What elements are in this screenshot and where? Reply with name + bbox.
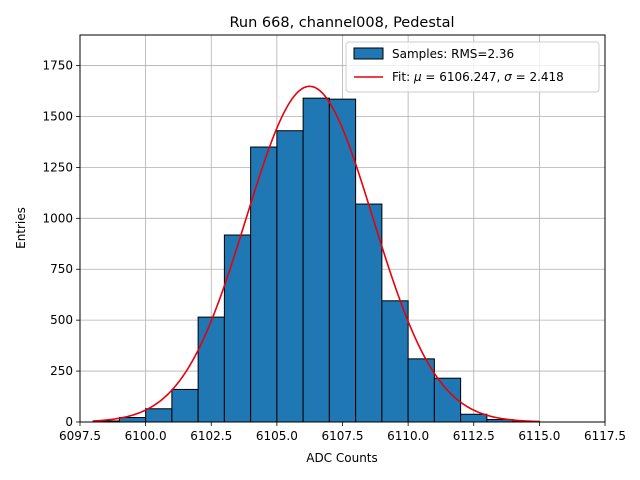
x-axis-ticks: 6097.5 6100.0 6102.5 6105.0 6107.5 6110.0 6112… — [59, 422, 626, 443]
x-tick-label: 6112.5 — [453, 429, 495, 443]
histogram-bar — [433, 377, 462, 423]
fit-curve — [93, 85, 540, 423]
histogram-bar — [355, 203, 383, 423]
y-tick-label: 0 — [65, 415, 73, 429]
y-tick-label: 1750 — [42, 59, 73, 73]
y-tick-label: 750 — [50, 262, 73, 276]
legend-fit-label: Fit: μ = 6106.247, σ = 2.418 — [392, 70, 564, 84]
histogram-bar — [223, 234, 252, 423]
y-axis-ticks: 0 250 500 750 1000 1250 1500 1750 — [42, 59, 80, 429]
y-axis-label: Entries — [14, 207, 28, 249]
histogram-bar — [276, 130, 304, 423]
histogram-bars — [92, 97, 540, 423]
y-tick-label: 1000 — [42, 211, 73, 225]
chart-title: Run 668, channel008, Pedestal — [229, 15, 454, 31]
histogram-bar — [197, 316, 225, 423]
histogram-bar — [250, 146, 278, 423]
legend: Samples: RMS=2.36 Fit: μ = 6106.247, σ =… — [345, 41, 600, 93]
x-tick-label: 6107.5 — [322, 429, 364, 443]
histogram-bar — [460, 413, 488, 423]
legend-fit-mu-value: = 6106.247, — [422, 70, 505, 84]
histogram-bar — [145, 408, 173, 423]
legend-fit-mu-symbol: μ — [413, 70, 422, 84]
x-tick-label: 6100.0 — [125, 429, 167, 443]
x-tick-label: 6102.5 — [190, 429, 232, 443]
x-tick-label: 6105.0 — [256, 429, 298, 443]
legend-histogram-swatch — [353, 47, 384, 60]
x-tick-label: 6097.5 — [59, 429, 101, 443]
y-tick-label: 1250 — [42, 160, 73, 174]
x-tick-label: 6117.5 — [584, 429, 626, 443]
x-tick-label: 6110.0 — [387, 429, 429, 443]
legend-fit-sigma-symbol: σ — [504, 70, 512, 84]
legend-box — [345, 41, 600, 93]
x-axis-label: ADC Counts — [306, 451, 378, 465]
legend-fit-sigma-value: = 2.418 — [512, 70, 564, 84]
legend-fit-prefix: Fit: — [392, 70, 414, 84]
histogram-bar — [302, 97, 330, 423]
histogram-bar — [381, 300, 409, 423]
legend-histogram-label: Samples: RMS=2.36 — [392, 47, 514, 61]
y-tick-label: 1500 — [42, 109, 73, 123]
y-tick-label: 250 — [50, 364, 73, 378]
y-tick-label: 500 — [50, 313, 73, 327]
x-tick-label: 6115.0 — [518, 429, 560, 443]
histogram-bar — [328, 98, 357, 423]
histogram-bar — [171, 388, 199, 423]
